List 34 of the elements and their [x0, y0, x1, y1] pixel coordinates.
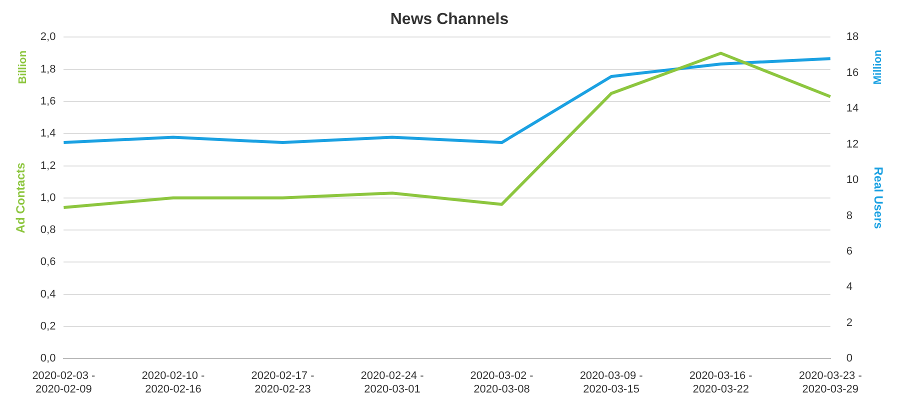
- y-tick-label: 0,6: [40, 256, 56, 268]
- x-tick-label: 2020-02-17 - 2020-02-23: [251, 370, 315, 396]
- text: Billion: [17, 50, 29, 84]
- y2-tick-label: 6: [846, 246, 852, 258]
- x-tick-label: 2020-03-16 - 2020-03-22: [689, 370, 753, 396]
- y-tick-label: 0,2: [40, 320, 56, 332]
- y2-tick-label: 10: [846, 174, 859, 186]
- y-tick-label: 2,0: [40, 31, 56, 44]
- y2-axis-title: Real Users: [871, 166, 886, 230]
- y2-tick-label: 18: [846, 31, 859, 44]
- y2-tick-label: 14: [846, 102, 859, 115]
- x-tick-label: 2020-03-23 - 2020-03-29: [798, 370, 862, 396]
- text: Million: [872, 50, 884, 85]
- y-tick-label: 1,0: [40, 192, 56, 204]
- y2-tick-label: 0: [846, 352, 852, 365]
- y2-tick-label: 4: [846, 281, 852, 294]
- x-tick-label: 2020-03-09 - 2020-03-15: [580, 370, 644, 396]
- y-axis-title: Ad Contacts: [14, 162, 28, 234]
- y2-tick-label: 2: [846, 316, 852, 329]
- y-tick-label: 1,8: [40, 63, 56, 76]
- x-tick-label: 2020-02-10 - 2020-02-16: [142, 370, 206, 396]
- y-tick-label: 0,8: [40, 224, 56, 236]
- y2-tick-label: 12: [846, 138, 859, 150]
- y-tick-label: 1,6: [40, 96, 56, 108]
- chart-title: News Channels: [390, 11, 509, 28]
- x-tick-label: 2020-03-02 - 2020-03-08: [470, 370, 534, 396]
- y-tick-label: 1,2: [40, 160, 56, 172]
- y2-tick-label: 16: [846, 66, 859, 79]
- y-tick-label: 0,4: [40, 288, 56, 300]
- y-tick-label: 0,0: [40, 352, 56, 365]
- y-tick-label: 1,4: [40, 128, 56, 140]
- x-tick-label: 2020-02-03 - 2020-02-09: [32, 370, 96, 396]
- x-tick-label: 2020-02-24 - 2020-03-01: [360, 370, 424, 396]
- y2-tick-label: 8: [846, 210, 852, 222]
